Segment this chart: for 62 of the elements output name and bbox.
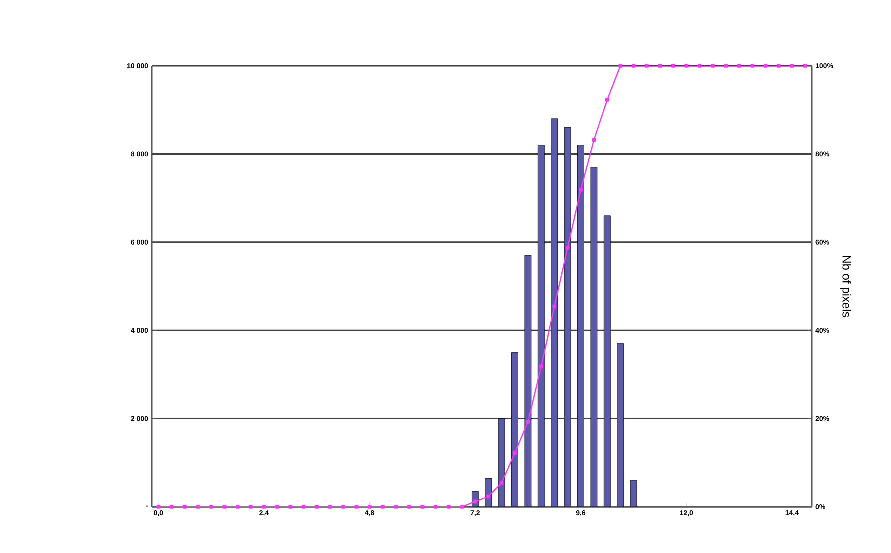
- point: [777, 64, 781, 68]
- point: [486, 494, 491, 499]
- point: [354, 505, 359, 509]
- point: [658, 64, 662, 68]
- point: [526, 420, 530, 424]
- point: [434, 505, 438, 509]
- bar: [538, 145, 545, 507]
- bar: [617, 344, 624, 507]
- point: [790, 64, 794, 68]
- bar: [498, 418, 506, 507]
- point: [196, 505, 200, 509]
- point: [302, 505, 306, 509]
- point: [315, 505, 319, 509]
- bar: [564, 128, 572, 507]
- point: [460, 505, 464, 509]
- point: [672, 64, 676, 68]
- point: [606, 98, 610, 102]
- point: [750, 64, 755, 68]
- point: [513, 451, 517, 456]
- point: [170, 505, 174, 509]
- point: [804, 64, 808, 68]
- point: [394, 505, 398, 509]
- bar: [512, 352, 518, 507]
- point: [698, 64, 702, 68]
- bar: [630, 480, 638, 507]
- point: [262, 505, 266, 509]
- bar: [578, 145, 584, 507]
- point: [342, 505, 346, 509]
- y2-axis-title: Nb of pixels: [840, 256, 852, 318]
- point: [236, 505, 240, 509]
- point: [276, 505, 280, 509]
- point: [566, 246, 570, 250]
- bar: [524, 255, 532, 507]
- point: [724, 64, 728, 68]
- point: [500, 481, 504, 486]
- point: [210, 505, 214, 509]
- point: [420, 505, 425, 509]
- point: [249, 505, 253, 509]
- point: [474, 500, 478, 504]
- point: [288, 505, 293, 509]
- point: [368, 505, 372, 509]
- point: [540, 364, 544, 369]
- point: [222, 505, 227, 509]
- point: [552, 304, 557, 309]
- bar: [604, 216, 611, 507]
- point: [711, 64, 715, 68]
- point: [632, 64, 636, 68]
- point: [447, 505, 451, 509]
- point: [156, 505, 161, 509]
- point: [592, 138, 596, 142]
- point: [764, 64, 768, 68]
- bar: [590, 167, 598, 507]
- point: [183, 505, 187, 509]
- point: [738, 64, 742, 68]
- bar: [551, 118, 558, 507]
- point: [645, 64, 649, 68]
- point: [618, 64, 622, 68]
- point: [579, 188, 583, 192]
- point: [684, 64, 689, 68]
- point: [328, 505, 332, 509]
- point: [408, 505, 412, 509]
- point: [381, 505, 385, 509]
